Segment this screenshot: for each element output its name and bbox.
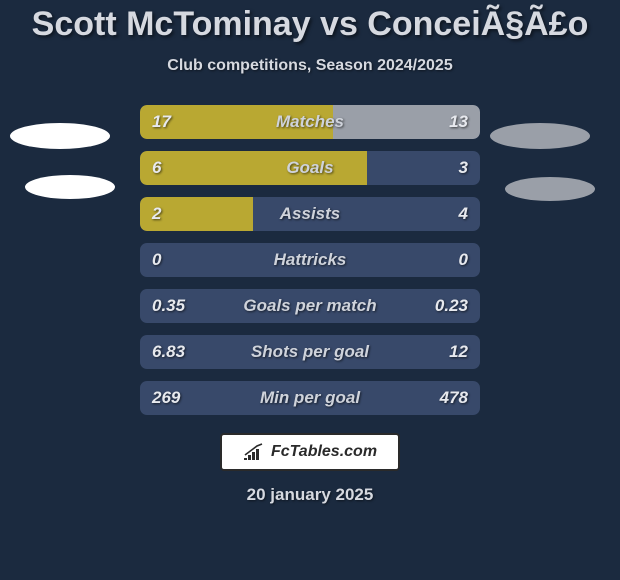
stat-value-right: 0.23	[435, 296, 468, 316]
stat-row: 0.35 0.23 Goals per match	[140, 289, 480, 323]
stat-value-right: 3	[459, 158, 468, 178]
stat-value-left: 0.35	[152, 296, 185, 316]
stat-label: Assists	[280, 204, 340, 224]
stat-value-left: 6.83	[152, 342, 185, 362]
decor-ellipse	[10, 123, 110, 149]
stat-value-right: 478	[440, 388, 468, 408]
stat-label: Goals per match	[243, 296, 376, 316]
stat-value-right: 4	[459, 204, 468, 224]
brand-logo-icon	[243, 443, 265, 461]
stat-label: Matches	[276, 112, 344, 132]
decor-ellipse	[505, 177, 595, 201]
stat-label: Shots per goal	[251, 342, 369, 362]
stat-row: 6.83 12 Shots per goal	[140, 335, 480, 369]
comparison-title: Scott McTominay vs ConceiÃ§Ã£o	[0, 0, 620, 43]
stat-value-left: 6	[152, 158, 161, 178]
stat-row: 0 0 Hattricks	[140, 243, 480, 277]
decor-ellipse	[25, 175, 115, 199]
stat-label: Goals	[286, 158, 333, 178]
decor-ellipse	[490, 123, 590, 149]
stat-label: Hattricks	[274, 250, 347, 270]
stat-value-right: 12	[449, 342, 468, 362]
stat-value-left: 2	[152, 204, 161, 224]
stat-row: 269 478 Min per goal	[140, 381, 480, 415]
stat-value-left: 0	[152, 250, 161, 270]
stat-value-right: 13	[449, 112, 468, 132]
stat-value-left: 17	[152, 112, 171, 132]
brand-badge: FcTables.com	[220, 433, 400, 471]
stat-row: 6 3 Goals	[140, 151, 480, 185]
brand-text: FcTables.com	[271, 443, 377, 461]
comparison-subtitle: Club competitions, Season 2024/2025	[0, 57, 620, 75]
stat-value-right: 0	[459, 250, 468, 270]
comparison-date: 20 january 2025	[0, 485, 620, 505]
stat-row: 2 4 Assists	[140, 197, 480, 231]
stat-label: Min per goal	[260, 388, 360, 408]
stats-container: 17 13 Matches 6 3 Goals 2 4 Assists 0 0 Hattricks 0.…	[140, 105, 480, 415]
stat-row: 17 13 Matches	[140, 105, 480, 139]
stat-value-left: 269	[152, 388, 180, 408]
